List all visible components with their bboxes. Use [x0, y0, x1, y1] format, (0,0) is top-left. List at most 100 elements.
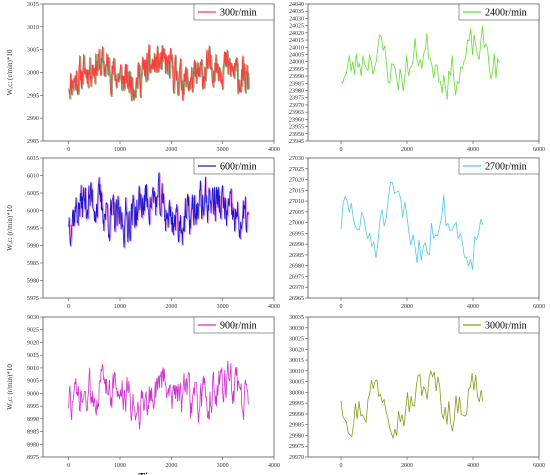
x-tick-label: 4000 [268, 147, 280, 153]
chart-panel-right-2: 0 2000 4000 6000 26965 26970 26975 26980 26985 26… [289, 156, 545, 310]
y-tick-label: 8985 [27, 430, 39, 436]
x-tick-label: 4000 [268, 463, 280, 469]
y-tick-label: 3000 [27, 71, 39, 77]
y-tick-label: 9000 [27, 391, 39, 397]
legend: 2700r/min [458, 157, 540, 175]
y-tick-label: 27015 [289, 188, 304, 194]
x-tick-label: 3000 [217, 463, 229, 469]
x-tick-label: 1000 [114, 147, 126, 153]
y-tick-label: 29975 [289, 444, 304, 450]
y-tick-label: 23960 [289, 117, 304, 123]
legend-box [458, 157, 540, 175]
x-tick-label: 3000 [217, 147, 229, 153]
x-tick-label: 2000 [165, 463, 177, 469]
y-tick-label: 24035 [289, 9, 304, 15]
legend-label: 2400r/min [485, 8, 527, 19]
x-tick-label: 1000 [114, 463, 126, 469]
y-tick-label: 6010 [27, 174, 39, 180]
series-line-2700r/min [340, 181, 484, 270]
y-tick-label: 30020 [289, 347, 304, 353]
y-tick-label: 30005 [289, 380, 304, 386]
legend-box [193, 316, 275, 334]
y-tick-label: 26995 [289, 231, 304, 237]
series-line-3000r/min [340, 369, 484, 440]
y-tick-label: 30000 [289, 390, 304, 396]
y-tick-label: 24015 [289, 38, 304, 44]
chart-panel-left-1: 0 1000 2000 3000 4000 2985 2990 2995 3000 3005 301… [6, 2, 280, 153]
y-tick-label: 5990 [27, 244, 39, 250]
y-tick-label: 29980 [289, 433, 304, 439]
y-tick-label: 23985 [289, 81, 304, 87]
y-tick-label: 9005 [27, 379, 39, 385]
x-tick-label: 4000 [268, 304, 280, 310]
legend-label: 900r/min [220, 321, 257, 332]
series-line-900r/min [68, 360, 249, 430]
plot-area [42, 316, 275, 458]
y-tick-label: 9030 [27, 315, 39, 321]
x-tick-label: 4000 [467, 463, 479, 469]
legend: 300r/min [193, 3, 275, 21]
chart-panel-right-1: 0 2000 4000 6000239452395023955239602396523… [289, 2, 545, 153]
x-tick-label: 0 [340, 147, 343, 153]
chart-panel-right-3: 0 2000 4000 6000 29970 29975 29980 29985 29990 29… [289, 315, 545, 469]
x-tick-label: 4000 [467, 304, 479, 310]
y-axis-label: Wₐc: (r/min)*10 [6, 364, 14, 410]
plot-area [307, 3, 540, 142]
y-tick-label: 6005 [27, 191, 39, 197]
y-tick-label: 23950 [289, 132, 304, 138]
x-tick-label: 3000 [217, 304, 229, 310]
y-tick-label: 27020 [289, 178, 304, 184]
y-tick-label: 29970 [289, 455, 304, 461]
y-tick-label: 29995 [289, 401, 304, 407]
x-tick-label: 0 [340, 304, 343, 310]
y-tick-label: 8975 [27, 455, 39, 461]
y-tick-label: 23990 [289, 74, 304, 80]
y-tick-label: 24030 [289, 16, 304, 22]
y-tick-label: 26975 [289, 274, 304, 280]
x-tick-label: 2000 [165, 147, 177, 153]
y-tick-label: 24040 [289, 2, 304, 8]
y-tick-label: 2985 [27, 139, 39, 145]
legend-box [458, 316, 540, 334]
legend: 2400r/min [458, 3, 540, 21]
legend-label: 2700r/min [485, 162, 527, 173]
x-tick-label: 0 [340, 463, 343, 469]
y-tick-label: 8990 [27, 417, 39, 423]
x-tick-label: 6000 [533, 463, 545, 469]
y-tick-label: 3015 [27, 2, 39, 8]
y-tick-label: 24020 [289, 31, 304, 37]
y-tick-label: 24000 [289, 60, 304, 66]
y-tick-label: 24010 [289, 45, 304, 51]
legend-label: 3000r/min [485, 321, 527, 332]
chart-panel-left-2: 0 1000 2000 3000 4000 5975 5980 5985 5990 5995 600… [6, 156, 280, 310]
legend-label: 300r/min [220, 8, 257, 19]
x-axis-label: Time: ms [138, 472, 178, 475]
y-tick-label: 8995 [27, 404, 39, 410]
y-tick-label: 3010 [27, 25, 39, 31]
y-tick-label: 24005 [289, 52, 304, 58]
legend: 600r/min [193, 157, 275, 175]
y-tick-label: 27000 [289, 221, 304, 227]
y-tick-label: 23980 [289, 89, 304, 95]
legend-box [193, 3, 275, 21]
series-line-300r/min [68, 44, 249, 101]
series-line-2400r/min [340, 26, 500, 100]
y-tick-label: 27025 [289, 167, 304, 173]
y-tick-label: 26965 [289, 296, 304, 302]
y-tick-label: 26985 [289, 253, 304, 259]
y-axis-label: Wₐc: (r/min)*10 [6, 49, 14, 95]
y-tick-label: 26970 [289, 285, 304, 291]
y-tick-label: 27030 [289, 156, 304, 162]
y-tick-label: 9010 [27, 366, 39, 372]
y-tick-label: 26980 [289, 264, 304, 270]
x-tick-label: 2000 [401, 147, 413, 153]
y-tick-label: 2990 [27, 116, 39, 122]
y-tick-label: 30015 [289, 358, 304, 364]
y-tick-label: 5985 [27, 261, 39, 267]
x-tick-label: 0 [67, 463, 70, 469]
legend-box [193, 157, 275, 175]
y-tick-label: 29985 [289, 423, 304, 429]
y-tick-label: 6015 [27, 156, 39, 162]
y-tick-label: 2995 [27, 93, 39, 99]
